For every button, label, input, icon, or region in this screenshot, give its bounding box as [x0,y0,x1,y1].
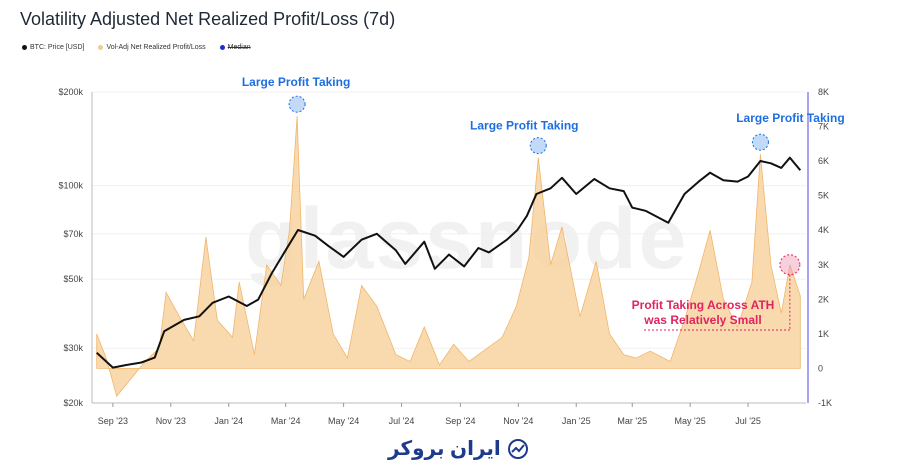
x-tick-label: Jan '24 [214,416,243,426]
x-tick-label: Jan '25 [562,416,591,426]
legend-item-median[interactable]: Median [219,44,251,51]
left-tick-label: $100k [58,181,83,191]
x-tick-label: Jul '25 [735,416,761,426]
left-tick-label: $30k [63,343,83,353]
chart-legend: BTC: Price [USD] Vol-Adj Net Realized Pr… [22,44,251,51]
left-tick-label: $50k [63,274,83,284]
x-tick-label: Sep '23 [98,416,128,426]
legend-label-profit: Vol-Adj Net Realized Profit/Loss [106,44,206,51]
x-tick-label: Jul '24 [389,416,415,426]
left-tick-label: $20k [63,398,83,408]
legend-swatch-profit [98,45,104,50]
legend-swatch-price [22,45,27,50]
legend-item-profit[interactable]: Vol-Adj Net Realized Profit/Loss [98,44,206,51]
right-tick-label: 0 [818,363,823,373]
right-tick-label: 6K [818,156,829,166]
profit-loss-area [96,116,801,397]
left-tick-label: $70k [63,229,83,239]
right-tick-label: 5K [818,191,829,201]
legend-swatch-median [219,45,225,50]
legend-item-price[interactable]: BTC: Price [USD] [22,44,84,51]
peak-highlight-circle [751,133,769,151]
ath-label-line2: was Relatively Small [643,313,761,327]
profit-taking-label: Large Profit Taking [242,75,350,89]
left-tick-label: $200k [58,87,83,97]
x-tick-label: Sep '24 [445,416,475,426]
legend-label-median: Median [227,44,251,51]
right-tick-label: -1K [818,398,832,408]
x-tick-label: May '25 [675,416,706,426]
right-tick-label: 1K [818,329,829,339]
x-tick-label: May '24 [328,416,359,426]
peak-highlight-circle [529,137,547,155]
profit-taking-label: Large Profit Taking [736,111,844,125]
right-tick-label: 3K [818,260,829,270]
legend-label-price: BTC: Price [USD] [30,44,85,51]
right-tick-label: 8K [818,87,829,97]
right-tick-label: 2K [818,294,829,304]
ath-highlight-circle [779,254,801,276]
x-tick-label: Mar '24 [271,416,301,426]
trend-up-icon [507,438,528,459]
btc-price-line [96,156,802,369]
brand-logo: ایران بروکر [388,436,529,461]
profit-taking-label: Large Profit Taking [470,119,578,133]
ath-label-line1: Profit Taking Across ATH [632,298,775,312]
right-tick-label: 7K [818,122,829,132]
chart-title: Volatility Adjusted Net Realized Profit/… [20,9,396,29]
right-tick-label: 4K [818,225,829,235]
x-tick-label: Nov '23 [156,416,186,426]
x-tick-label: Mar '25 [617,416,647,426]
x-tick-label: Nov '24 [503,416,533,426]
peak-highlight-circle [288,95,306,113]
brand-text: ایران بروکر [388,438,501,460]
chart-canvas: $200k $100k $70k $50k $30k $20k 8K 7K 6K 5K 4K 3K 2K… [58,75,844,426]
